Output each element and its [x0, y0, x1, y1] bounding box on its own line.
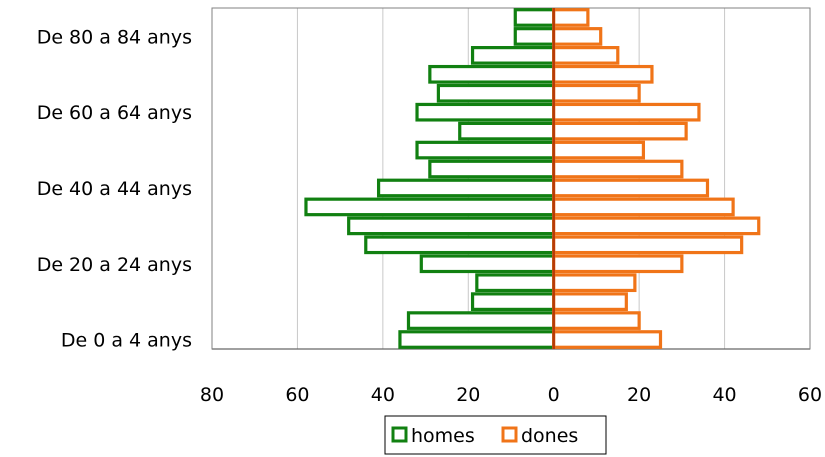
bar-homes — [398, 330, 556, 349]
bar-dones — [552, 330, 663, 349]
bar-dones — [552, 64, 654, 84]
y-tick-label: De 40 a 44 anys — [37, 178, 192, 200]
bar-dones — [552, 273, 637, 293]
legend-box — [384, 415, 607, 455]
y-tick-labels: De 0 a 4 anys De 20 a 24 anys De 40 a 44 a… — [37, 26, 192, 351]
bar-dones — [552, 311, 641, 330]
bar-dones — [552, 83, 641, 103]
bar-homes — [470, 292, 556, 311]
x-tick-label: 40 — [371, 384, 395, 406]
bar-dones — [552, 292, 628, 311]
bar-dones — [552, 121, 688, 141]
legend-swatch-dones — [501, 426, 518, 443]
legend: homes dones — [384, 415, 607, 455]
legend-label-dones: dones — [521, 425, 578, 447]
bar-dones — [552, 197, 735, 217]
bar-homes — [475, 273, 556, 293]
bar-dones — [552, 27, 603, 46]
y-tick-label: De 0 a 4 anys — [61, 330, 192, 352]
bar-dones — [552, 140, 646, 160]
bar-homes — [513, 8, 556, 27]
bar-homes — [304, 197, 556, 217]
bars — [304, 8, 761, 349]
bar-homes — [415, 102, 556, 122]
x-tick-label: 80 — [200, 384, 224, 406]
bar-homes — [470, 46, 556, 65]
bar-dones — [552, 159, 684, 179]
y-tick-label: De 20 a 24 anys — [37, 254, 192, 276]
bar-dones — [552, 216, 761, 236]
legend-label-homes: homes — [411, 425, 475, 447]
bar-homes — [428, 159, 556, 179]
y-tick-label: De 60 a 64 anys — [37, 102, 192, 124]
bar-homes — [364, 235, 556, 255]
y-tick-label: De 80 a 84 anys — [37, 26, 192, 48]
x-tick-label: 40 — [712, 384, 736, 406]
plot-area-frame — [211, 7, 811, 350]
bar-dones — [552, 8, 590, 27]
legend-swatch-homes — [391, 426, 408, 443]
bar-homes — [458, 121, 556, 141]
bar-homes — [436, 83, 556, 103]
bar-homes — [347, 216, 556, 236]
bar-homes — [428, 64, 556, 84]
x-tick-label: 60 — [798, 384, 822, 406]
bar-homes — [513, 27, 556, 46]
bar-dones — [552, 254, 684, 274]
bar-dones — [552, 102, 701, 122]
bar-homes — [415, 140, 556, 160]
x-tick-label: 20 — [627, 384, 651, 406]
bar-dones — [552, 178, 710, 198]
x-tick-labels: 80 60 40 20 0 20 40 60 — [200, 384, 822, 406]
x-tick-label: 20 — [456, 384, 480, 406]
x-tick-label: 0 — [548, 384, 560, 406]
bar-homes — [419, 254, 556, 274]
bar-dones — [552, 46, 620, 65]
bar-homes — [376, 178, 556, 198]
bar-dones — [552, 235, 744, 255]
bar-homes — [406, 311, 556, 330]
x-tick-label: 60 — [285, 384, 309, 406]
